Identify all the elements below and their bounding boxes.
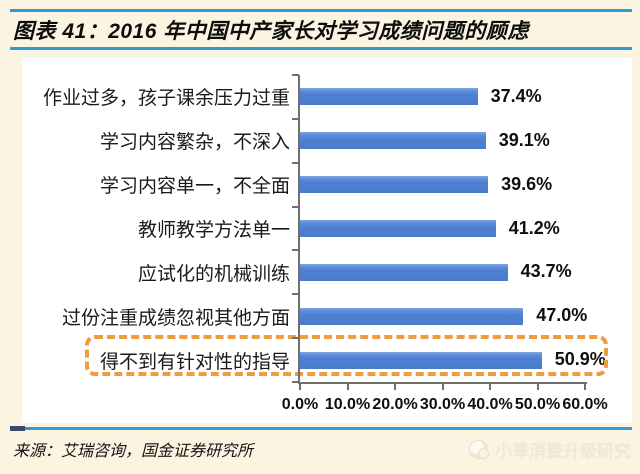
x-axis-tick xyxy=(394,382,396,390)
x-axis-tick-label: 60.0% xyxy=(562,396,608,413)
bar-value-label: 43.7% xyxy=(520,261,572,282)
chart-panel: 作业过多，孩子课余压力过重 37.4% 学习内容繁杂，不深入 39.1% 学习内容单一，… xyxy=(22,58,632,423)
x-axis-tick xyxy=(536,382,539,390)
bar-value-label: 39.6% xyxy=(501,173,553,194)
category-label: 应试化的机械训练 xyxy=(137,263,290,285)
x-axis-tick-label: 30.0% xyxy=(419,396,466,413)
figure-title: 图表 41：2016 年中国中产家长对学习成绩问题的顾虑 xyxy=(13,20,529,43)
y-axis-tick xyxy=(292,249,299,252)
bar-chart: 作业过多，孩子课余压力过重 37.4% 学习内容繁杂，不深入 39.1% 学习内容单一，… xyxy=(22,58,632,423)
category-label: 得不到有针对性的指导 xyxy=(99,351,290,373)
bar-value-label: 41.2% xyxy=(508,217,560,238)
category-label: 教师教学方法单一 xyxy=(137,219,290,241)
category-label: 学习内容繁杂，不深入 xyxy=(99,132,290,154)
bar xyxy=(300,263,508,281)
y-axis-tick xyxy=(292,117,299,120)
category-label: 过份注重成绩忽视其他方面 xyxy=(61,307,290,329)
bar xyxy=(300,351,542,369)
highlight-box xyxy=(85,335,608,376)
bar xyxy=(300,88,478,106)
x-axis-tick-label: 20.0% xyxy=(372,396,418,413)
category-label: 作业过多，孩子课余压力过重 xyxy=(42,88,290,110)
x-axis-tick xyxy=(299,382,301,390)
top-rule xyxy=(10,9,632,12)
x-axis-tick-label: 0.0% xyxy=(281,396,319,413)
category-label: 学习内容单一，不全面 xyxy=(99,176,290,198)
bar xyxy=(300,176,489,194)
source-text: 来源：艾瑞咨询，国金证券研究所 xyxy=(13,443,254,460)
x-axis-tick-label: 50.0% xyxy=(514,396,561,413)
y-axis-tick xyxy=(292,381,299,383)
watermark: 小草消费升级研究 xyxy=(469,437,631,462)
x-axis-tick-label: 10.0% xyxy=(324,396,371,413)
watermark-text: 小草消费升级研究 xyxy=(495,442,631,461)
y-axis-line xyxy=(298,75,300,382)
y-axis-tick xyxy=(292,161,299,164)
footer-rule xyxy=(10,426,632,431)
y-axis-tick xyxy=(292,205,299,208)
bar-value-label: 39.1% xyxy=(498,129,550,150)
title-underline-rule xyxy=(10,47,632,50)
bar-value-label: 50.9% xyxy=(554,349,606,370)
bar xyxy=(300,307,524,325)
x-axis-tick xyxy=(441,382,444,390)
y-axis-tick xyxy=(292,337,299,340)
x-axis-tick xyxy=(346,382,349,390)
bar xyxy=(300,132,486,150)
y-axis-tick xyxy=(292,74,299,76)
watermark-logo-icon xyxy=(469,440,489,459)
bar-value-label: 37.4% xyxy=(490,85,542,106)
x-axis-tick xyxy=(489,382,491,390)
x-axis-tick xyxy=(584,382,586,390)
bar xyxy=(300,220,496,237)
x-axis-tick-label: 40.0% xyxy=(467,396,513,413)
y-axis-tick xyxy=(292,293,299,296)
bar-value-label: 47.0% xyxy=(536,305,588,326)
